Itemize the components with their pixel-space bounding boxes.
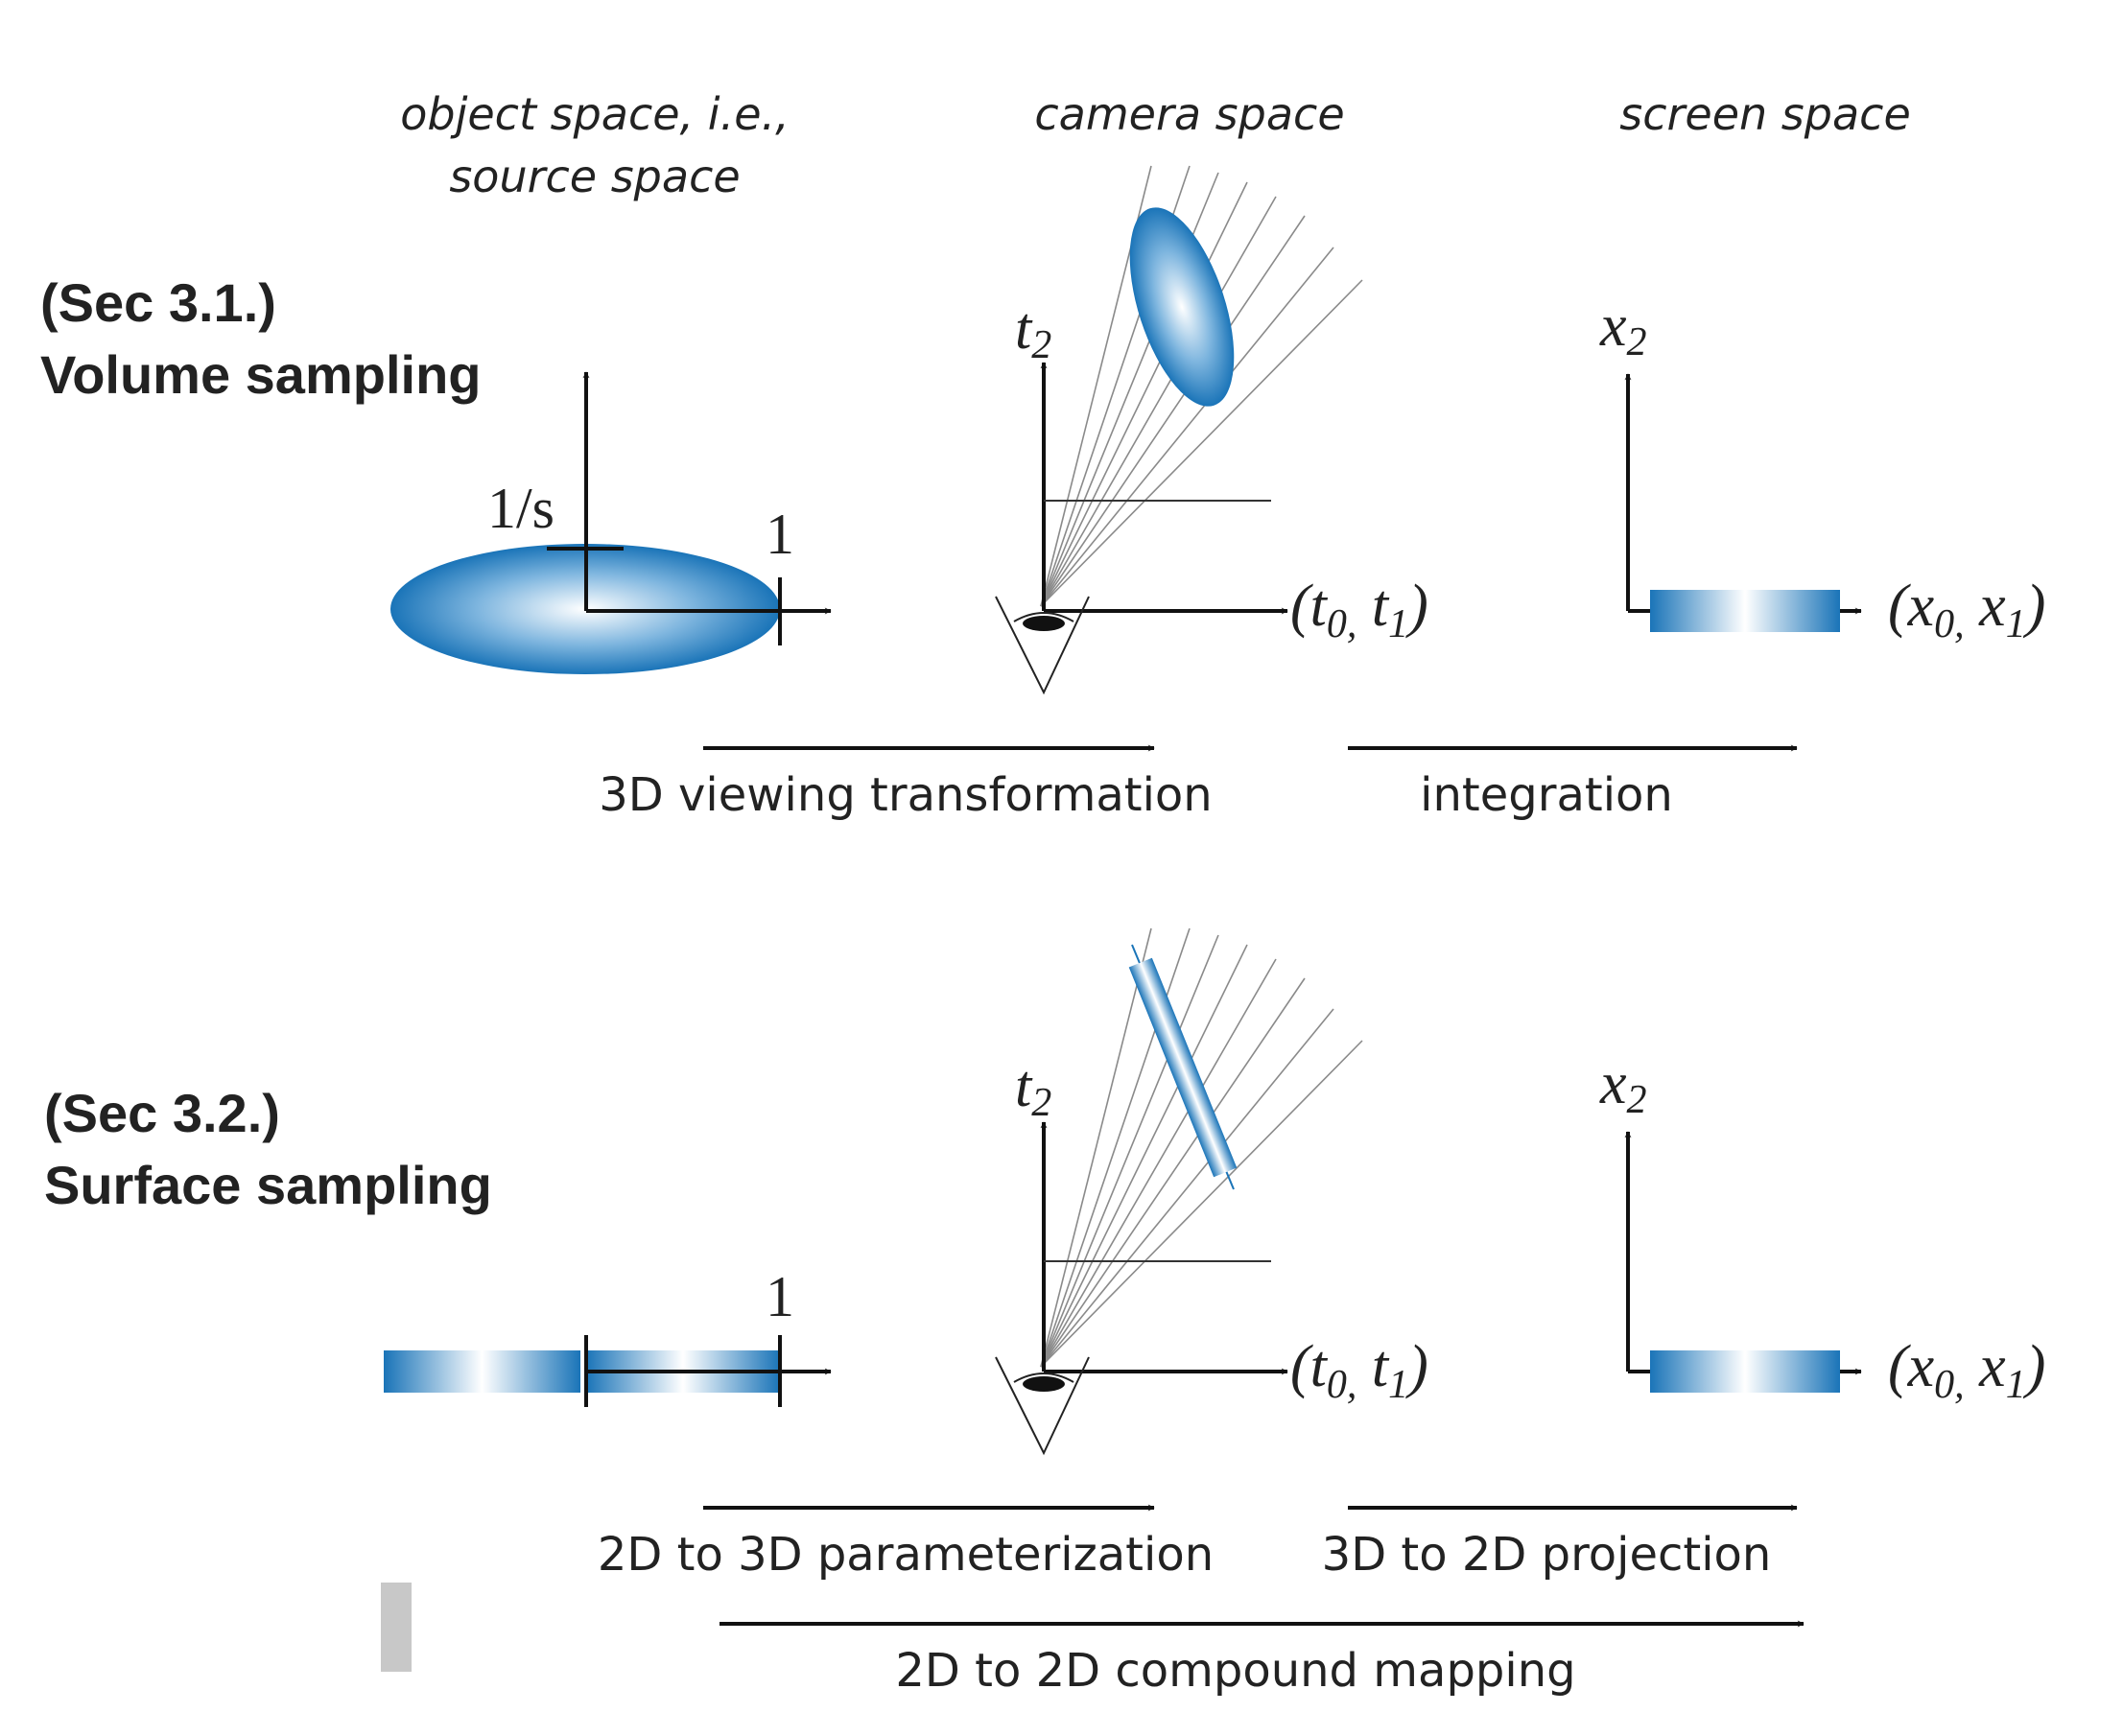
volume-section-title: Volume sampling	[40, 344, 481, 405]
object-space-volume-panel: 1/s 1	[390, 371, 832, 674]
parameterization-label: 2D to 3D parameterization	[598, 1528, 1214, 1582]
x2-axis-label-volume: x2	[1599, 293, 1647, 364]
gaussian-ellipse-camera	[1129, 207, 1235, 407]
screen-footprint-bar-surface	[1650, 1350, 1840, 1393]
volume-section-ref: (Sec 3.1.)	[40, 272, 276, 333]
surface-section-ref: (Sec 3.2.)	[44, 1083, 280, 1143]
x2-axis-label-surface: x2	[1599, 1051, 1647, 1122]
inv-s-label: 1/s	[487, 477, 554, 540]
integration-label: integration	[1420, 768, 1673, 822]
camera-space-volume-panel: t2 (t0, t1)	[995, 165, 1428, 695]
compound-mapping-label: 2D to 2D compound mapping	[895, 1644, 1575, 1698]
surface-splat-camera	[1128, 957, 1238, 1178]
camera-rays-surface	[1040, 927, 1363, 1368]
surface-section-title: Surface sampling	[44, 1155, 492, 1215]
screen-space-surface-panel: x2 (x0, x1)	[1599, 1051, 2045, 1407]
t01-axis-label-surface: (t0, t1)	[1290, 1334, 1428, 1407]
eye-icon-volume	[995, 596, 1090, 695]
screen-space-volume-panel: x2 (x0, x1)	[1599, 293, 2045, 646]
projection-label: 3D to 2D projection	[1322, 1528, 1772, 1582]
t2-axis-label-surface: t2	[1015, 1054, 1051, 1125]
object-space-header-line2: source space	[449, 151, 740, 202]
camera-space-header: camera space	[1034, 88, 1344, 140]
object-space-surface-panel: 1	[384, 1265, 832, 1407]
t2-axis-label-volume: t2	[1015, 296, 1051, 367]
object-space-header-line1: object space, i.e.,	[400, 88, 790, 140]
screen-footprint-bar-volume	[1650, 590, 1840, 632]
one-tick-label-volume: 1	[766, 503, 794, 566]
one-tick-label-surface: 1	[766, 1265, 794, 1328]
camera-space-surface-panel: t2 (t0, t1)	[995, 927, 1428, 1456]
t01-axis-label-volume: (t0, t1)	[1290, 574, 1428, 646]
surface-bar-left	[384, 1350, 580, 1393]
eye-icon-surface	[995, 1356, 1090, 1456]
screen-space-header: screen space	[1619, 88, 1911, 140]
x01-axis-label-surface: (x0, x1)	[1888, 1334, 2045, 1407]
grey-marker-block	[381, 1583, 412, 1672]
viewing-transform-label: 3D viewing transformation	[599, 768, 1212, 822]
x01-axis-label-volume: (x0, x1)	[1888, 574, 2045, 646]
